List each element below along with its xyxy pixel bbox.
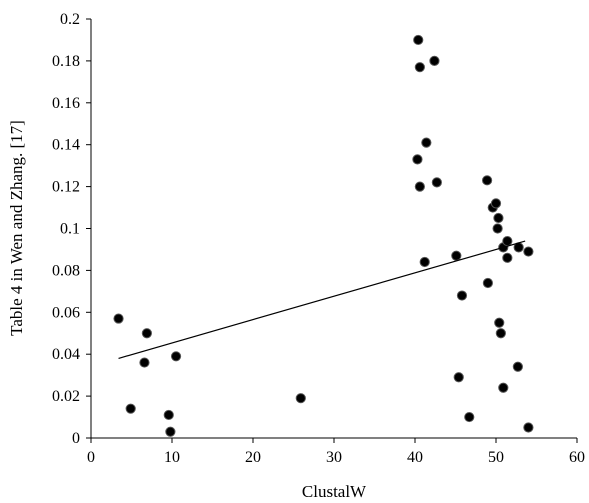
x-axis-ticks: 0 10 20 30 40 50 60 bbox=[87, 438, 585, 466]
data-point bbox=[495, 328, 506, 339]
y-tick-label: 0.18 bbox=[52, 53, 80, 70]
data-point bbox=[413, 34, 424, 46]
data-point bbox=[498, 382, 509, 393]
data-point bbox=[113, 313, 124, 324]
data-point bbox=[492, 223, 503, 234]
data-point bbox=[125, 403, 136, 414]
data-point bbox=[414, 62, 425, 73]
data-point bbox=[165, 426, 176, 437]
data-point bbox=[429, 55, 440, 67]
data-point bbox=[494, 317, 505, 328]
data-point bbox=[456, 290, 468, 301]
data-point bbox=[490, 198, 502, 209]
data-point bbox=[139, 357, 150, 368]
y-axis-ticks: 0 0.02 0.04 0.06 0.08 0.1 0.12 0.14 0.16 0.18 0.2 bbox=[52, 11, 91, 447]
data-point bbox=[502, 252, 513, 263]
trendline bbox=[118, 240, 526, 359]
data-point bbox=[141, 328, 152, 339]
data-point bbox=[464, 411, 475, 423]
x-tick-label: 30 bbox=[326, 449, 342, 466]
data-points bbox=[113, 34, 534, 437]
y-tick-label: 0.02 bbox=[52, 388, 80, 405]
x-tick-label: 40 bbox=[407, 449, 423, 466]
y-axis-title: Table 4 in Wen and Zhang. [17] bbox=[7, 120, 26, 336]
y-tick-label: 0.14 bbox=[52, 137, 80, 154]
x-tick-label: 50 bbox=[488, 449, 504, 466]
data-point bbox=[493, 212, 504, 224]
data-point bbox=[523, 246, 534, 257]
data-point bbox=[412, 154, 423, 165]
y-tick-label: 0.1 bbox=[60, 221, 80, 238]
y-tick-label: 0.04 bbox=[52, 346, 80, 363]
data-point bbox=[419, 256, 430, 268]
data-point bbox=[170, 351, 182, 362]
data-point bbox=[295, 393, 306, 404]
y-tick-label: 0.08 bbox=[52, 262, 80, 279]
x-axis-title: ClustalW bbox=[302, 482, 367, 501]
x-tick-label: 20 bbox=[245, 449, 261, 466]
x-tick-label: 10 bbox=[164, 449, 180, 466]
data-point bbox=[482, 277, 493, 289]
y-tick-label: 0 bbox=[72, 430, 80, 447]
data-point bbox=[431, 177, 442, 188]
data-point bbox=[451, 250, 462, 261]
data-point bbox=[421, 137, 432, 148]
data-point bbox=[512, 361, 523, 372]
y-tick-label: 0.06 bbox=[52, 304, 80, 321]
y-tick-label: 0.2 bbox=[60, 11, 80, 28]
x-tick-label: 0 bbox=[87, 449, 95, 466]
data-point bbox=[481, 175, 493, 186]
y-tick-label: 0.12 bbox=[52, 179, 80, 196]
data-point bbox=[502, 235, 513, 247]
data-point bbox=[453, 372, 464, 383]
data-point bbox=[163, 409, 174, 421]
x-tick-label: 60 bbox=[569, 449, 585, 466]
data-point bbox=[523, 422, 534, 433]
y-tick-label: 0.16 bbox=[52, 95, 80, 112]
data-point bbox=[414, 181, 425, 192]
